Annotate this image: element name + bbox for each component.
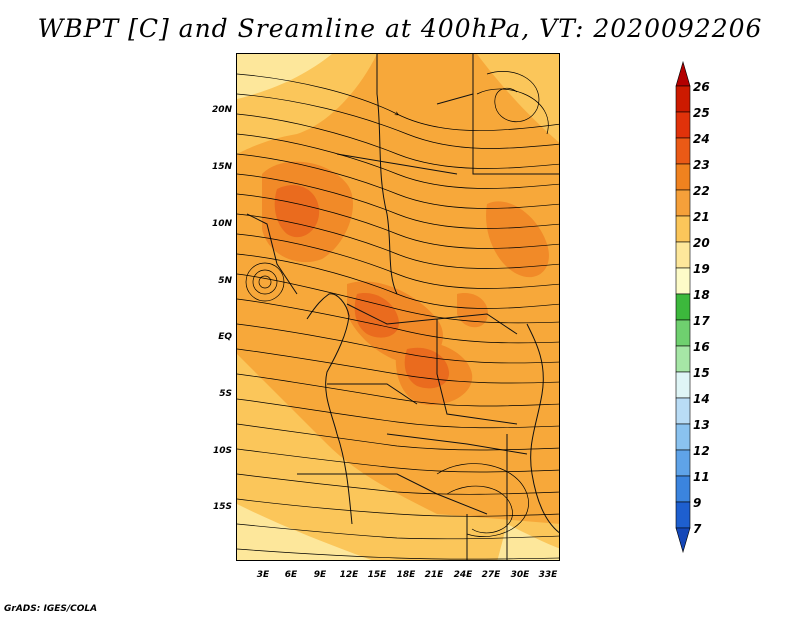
lat-tick-label: 15N xyxy=(211,162,232,172)
colorbar-label: 24 xyxy=(693,132,710,146)
colorbar-label: 15 xyxy=(693,366,710,380)
colorbar-label: 11 xyxy=(693,470,710,484)
coastline-west xyxy=(306,293,353,525)
wbpt-20-region-south xyxy=(237,354,559,560)
colorbar-label: 14 xyxy=(693,392,710,406)
lon-tick-label: 15E xyxy=(367,570,387,580)
colorbar-segment xyxy=(675,137,691,165)
colorbar-segment xyxy=(675,215,691,243)
lat-tick-label: EQ xyxy=(218,332,232,342)
colorbar-segment xyxy=(675,241,691,269)
colorbar-label: 25 xyxy=(693,106,710,120)
lat-tick-label: 20N xyxy=(211,105,232,115)
lon-tick-label: 3E xyxy=(256,570,270,580)
lat-tick-label: 5N xyxy=(218,276,232,286)
colorbar-label: 23 xyxy=(693,158,710,172)
colorbar-segment xyxy=(675,189,691,217)
wbpt-22-region-patch xyxy=(457,293,488,328)
lon-tick-label: 30E xyxy=(510,570,530,580)
lat-tick-label: 15S xyxy=(212,502,232,512)
colorbar-label: 22 xyxy=(693,184,710,198)
chart-title: WBPT [C] and Sreamline at 400hPa, VT: 20… xyxy=(37,14,763,43)
colorbar-label: 20 xyxy=(693,236,710,250)
colorbar-segment xyxy=(675,423,691,451)
colorbar-label: 17 xyxy=(693,314,710,328)
colorbar-label: 12 xyxy=(693,444,710,458)
wbpt-23-core-central xyxy=(354,293,400,338)
colorbar-segment xyxy=(675,345,691,373)
wbpt-20-region-ne xyxy=(477,54,559,143)
lat-tick-label: 5S xyxy=(219,389,232,399)
colorbar-label: 26 xyxy=(693,80,710,94)
colorbar-top-arrow xyxy=(675,60,691,87)
colorbar-segment xyxy=(675,293,691,321)
colorbar-bottom-arrow xyxy=(675,527,691,554)
colorbar xyxy=(675,60,691,554)
wbpt-19-region-nw xyxy=(237,54,332,99)
wbpt-19-region-sw xyxy=(237,504,372,560)
lat-tick-label: 10S xyxy=(212,446,232,456)
colorbar-segment xyxy=(675,163,691,191)
colorbar-segment xyxy=(675,397,691,425)
lon-tick-label: 9E xyxy=(313,570,327,580)
colorbar-segment xyxy=(675,319,691,347)
wbpt-19-region-se xyxy=(497,524,559,560)
colorbar-label: 18 xyxy=(693,288,710,302)
colorbar-label: 9 xyxy=(693,496,702,510)
lon-tick-label: 27E xyxy=(481,570,501,580)
colorbar-label: 16 xyxy=(693,340,710,354)
colorbar-segment xyxy=(675,449,691,477)
lon-tick-label: 21E xyxy=(424,570,444,580)
colorbar-label: 21 xyxy=(693,210,710,224)
colorbar-label: 13 xyxy=(693,418,710,432)
colorbar-segment xyxy=(675,111,691,139)
colorbar-label: 7 xyxy=(693,522,702,536)
lon-tick-label: 12E xyxy=(339,570,359,580)
colorbar-segment xyxy=(675,267,691,295)
wbpt-23-core-west xyxy=(274,185,320,238)
lon-tick-label: 18E xyxy=(396,570,416,580)
country-borders xyxy=(246,54,559,560)
map-panel xyxy=(236,53,560,561)
lon-tick-label: 33E xyxy=(538,570,558,580)
lat-tick-label: 10N xyxy=(211,219,232,229)
colorbar-segment xyxy=(675,501,691,529)
colorbar-label: 19 xyxy=(693,262,710,276)
lon-tick-label: 24E xyxy=(453,570,473,580)
colorbar-segment xyxy=(675,85,691,113)
lon-tick-label: 6E xyxy=(284,570,298,580)
streamlines xyxy=(237,71,559,560)
credit-footer: GrADS: IGES/COLA xyxy=(4,604,98,614)
wbpt-22-region-east xyxy=(486,201,549,278)
colorbar-segment xyxy=(675,371,691,399)
colorbar-segment xyxy=(675,475,691,503)
wbpt-field xyxy=(237,54,559,560)
